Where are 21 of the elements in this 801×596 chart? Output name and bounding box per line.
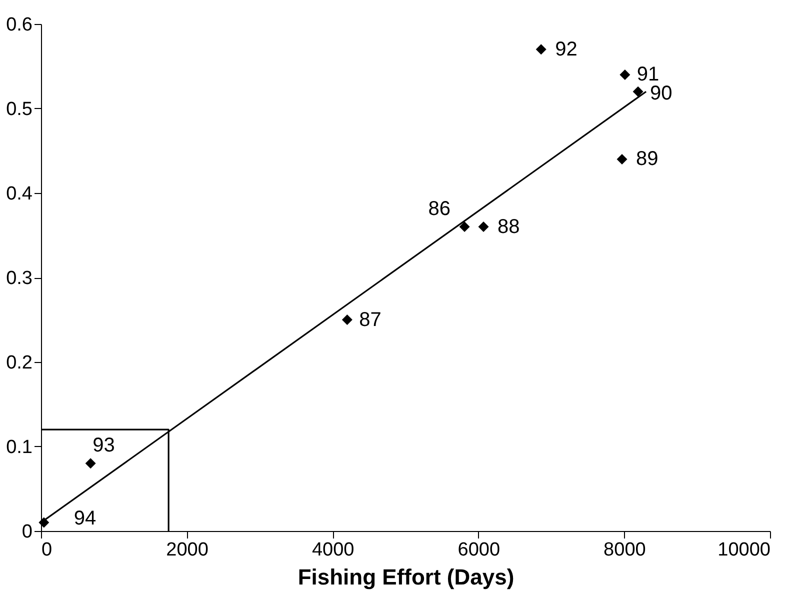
- y-tick-label: 0.1: [6, 437, 32, 458]
- y-tick-label: 0.4: [6, 184, 33, 204]
- annotation: 86: [428, 198, 451, 220]
- x-tick-label: 8000: [604, 540, 646, 560]
- annotation: 92: [555, 38, 578, 60]
- annotation: 94: [74, 508, 96, 530]
- x-tick-label: 6000: [458, 540, 500, 560]
- x-tick-label: 2000: [166, 540, 208, 560]
- y-tick-label: 0.5: [6, 99, 32, 120]
- annotation: 87: [359, 308, 382, 331]
- annotation: 89: [636, 148, 658, 170]
- annotation: 93: [92, 434, 115, 456]
- x-axis-title: Fishing Effort (Days): [298, 564, 514, 590]
- annotation: 88: [498, 216, 520, 238]
- y-tick-label: 0.2: [6, 352, 32, 374]
- x-tick-label: 0: [42, 540, 52, 560]
- x-tick-label: 4000: [312, 540, 354, 560]
- y-tick-label: 0: [22, 522, 32, 542]
- y-tick-label: 0.6: [6, 14, 32, 36]
- y-tick-label: 0.3: [6, 268, 32, 289]
- x-tick-label: 10000: [718, 540, 770, 560]
